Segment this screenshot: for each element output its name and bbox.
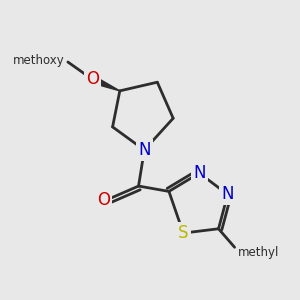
Text: methoxy: methoxy — [13, 54, 65, 67]
Text: N: N — [221, 185, 234, 203]
Text: O: O — [86, 70, 99, 88]
Text: O: O — [98, 191, 110, 209]
Text: S: S — [178, 224, 188, 242]
Text: methyl: methyl — [238, 246, 279, 259]
Text: N: N — [138, 141, 151, 159]
Polygon shape — [91, 76, 120, 91]
Text: N: N — [193, 164, 206, 182]
